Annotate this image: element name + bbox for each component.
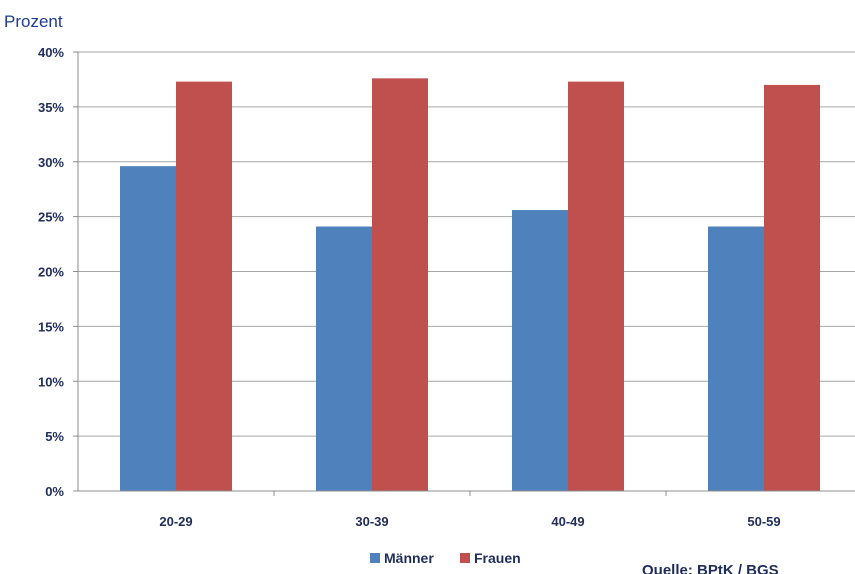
y-tick-label: 5% [45, 429, 64, 444]
bar-männer-30-39 [316, 226, 372, 491]
bar-frauen-30-39 [372, 78, 428, 491]
legend: Männer Frauen [370, 550, 521, 566]
bar-männer-40-49 [512, 210, 568, 492]
y-tick-label: 10% [38, 374, 64, 389]
legend-label: Frauen [474, 550, 521, 566]
y-axis-ticks: 0% 5% 10% 15% 20% 25% 30% 35% 40% [38, 45, 64, 499]
bar-frauen-20-29 [176, 81, 232, 491]
y-tick-label: 35% [38, 100, 64, 115]
y-tick-label: 15% [38, 319, 64, 334]
y-tick-label: 30% [38, 155, 64, 170]
x-tick-label: 40-49 [551, 514, 584, 529]
y-axis-label: Prozent [4, 12, 63, 31]
x-tick-label: 20-29 [159, 514, 192, 529]
bar-männer-20-29 [120, 166, 176, 491]
y-tick-label: 0% [45, 484, 64, 499]
y-tick-label: 40% [38, 45, 64, 60]
source-note: Quelle: BPtK / BGS [642, 562, 779, 574]
bar-frauen-40-49 [568, 81, 624, 491]
bar-frauen-50-59 [764, 84, 820, 492]
bars [120, 78, 820, 492]
axes [73, 51, 855, 496]
y-tick-label: 20% [38, 265, 64, 280]
x-axis-ticks: 20-29 30-39 40-49 50-59 [159, 514, 780, 529]
legend-swatch-frauen [460, 553, 470, 563]
legend-swatch-männer [370, 553, 380, 563]
y-tick-label: 25% [38, 210, 64, 225]
x-tick-label: 50-59 [747, 514, 780, 529]
x-tick-label: 30-39 [355, 514, 388, 529]
legend-label: Männer [384, 550, 434, 566]
bar-männer-50-59 [708, 226, 764, 491]
